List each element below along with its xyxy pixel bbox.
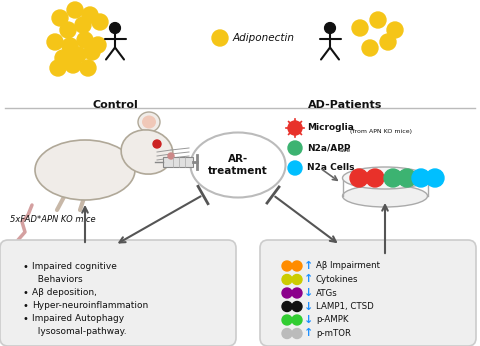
Text: (from APN KO mice): (from APN KO mice): [348, 128, 411, 134]
Text: •: •: [22, 314, 28, 324]
Text: AD-Patients: AD-Patients: [308, 100, 382, 110]
Text: p-mTOR: p-mTOR: [316, 329, 351, 338]
Text: Impaired Autophagy: Impaired Autophagy: [32, 314, 124, 323]
Circle shape: [109, 22, 120, 34]
Circle shape: [75, 17, 91, 33]
Circle shape: [55, 50, 71, 66]
Text: N2a Cells: N2a Cells: [307, 164, 355, 173]
Circle shape: [384, 169, 402, 187]
FancyBboxPatch shape: [163, 157, 193, 167]
Text: Behaviors: Behaviors: [32, 275, 83, 284]
Circle shape: [292, 315, 302, 325]
Circle shape: [380, 34, 396, 50]
Circle shape: [412, 169, 430, 187]
Text: •: •: [22, 288, 28, 298]
Circle shape: [168, 153, 174, 159]
Circle shape: [153, 140, 161, 148]
Circle shape: [350, 169, 368, 187]
Circle shape: [90, 37, 106, 53]
Circle shape: [370, 12, 386, 28]
Circle shape: [77, 32, 93, 48]
Text: Microglia: Microglia: [307, 124, 354, 133]
Text: 5xFAD*APN KO mice: 5xFAD*APN KO mice: [10, 215, 96, 224]
Text: Aβ deposition,: Aβ deposition,: [32, 288, 97, 297]
Circle shape: [282, 261, 292, 271]
Text: •: •: [22, 262, 28, 272]
Circle shape: [288, 121, 302, 135]
Circle shape: [282, 315, 292, 325]
Text: ↓: ↓: [304, 288, 314, 298]
Circle shape: [292, 301, 302, 311]
Text: N2a/APP: N2a/APP: [307, 144, 350, 153]
Circle shape: [47, 34, 63, 50]
Text: ↓: ↓: [304, 301, 314, 311]
Circle shape: [426, 169, 444, 187]
Ellipse shape: [191, 133, 286, 198]
Circle shape: [67, 2, 83, 18]
Circle shape: [292, 288, 302, 298]
Ellipse shape: [343, 185, 428, 207]
Ellipse shape: [343, 167, 428, 189]
Circle shape: [282, 288, 292, 298]
Circle shape: [80, 60, 96, 76]
Ellipse shape: [142, 116, 156, 128]
Text: ↓: ↓: [304, 315, 314, 325]
Text: lysosomal-pathway.: lysosomal-pathway.: [32, 327, 127, 336]
Ellipse shape: [138, 112, 160, 132]
Circle shape: [282, 274, 292, 284]
Circle shape: [288, 161, 302, 175]
Circle shape: [362, 40, 378, 56]
Circle shape: [282, 328, 292, 338]
Text: Cytokines: Cytokines: [316, 275, 359, 284]
Circle shape: [292, 328, 302, 338]
FancyBboxPatch shape: [260, 240, 476, 346]
Circle shape: [92, 14, 108, 30]
FancyBboxPatch shape: [0, 240, 236, 346]
Circle shape: [52, 10, 68, 26]
Text: Control: Control: [92, 100, 138, 110]
Circle shape: [62, 38, 78, 54]
Text: AR-
treatment: AR- treatment: [208, 154, 268, 176]
Circle shape: [324, 22, 336, 34]
Text: Hyper-neuroinflammation: Hyper-neuroinflammation: [32, 301, 148, 310]
Circle shape: [70, 47, 86, 63]
Circle shape: [84, 44, 100, 60]
Ellipse shape: [121, 130, 173, 174]
Circle shape: [212, 30, 228, 46]
Circle shape: [366, 169, 384, 187]
Circle shape: [82, 7, 98, 23]
Text: p-AMPK: p-AMPK: [316, 316, 348, 325]
Circle shape: [398, 169, 416, 187]
Text: swe: swe: [338, 148, 351, 154]
Circle shape: [352, 20, 368, 36]
Circle shape: [65, 57, 81, 73]
Ellipse shape: [35, 140, 135, 200]
Text: •: •: [22, 301, 28, 311]
Circle shape: [292, 274, 302, 284]
Circle shape: [288, 141, 302, 155]
Text: ↑: ↑: [304, 261, 314, 271]
Text: Adiponectin: Adiponectin: [233, 33, 295, 43]
Text: Aβ Impairment: Aβ Impairment: [316, 262, 380, 271]
Text: Impaired cognitive: Impaired cognitive: [32, 262, 117, 271]
Circle shape: [292, 261, 302, 271]
Text: LAMP1, CTSD: LAMP1, CTSD: [316, 302, 374, 311]
Text: ↑: ↑: [304, 274, 314, 284]
Circle shape: [50, 60, 66, 76]
Circle shape: [60, 22, 76, 38]
Circle shape: [387, 22, 403, 38]
Text: ↑: ↑: [304, 328, 314, 338]
Text: ATGs: ATGs: [316, 289, 338, 298]
Circle shape: [282, 301, 292, 311]
